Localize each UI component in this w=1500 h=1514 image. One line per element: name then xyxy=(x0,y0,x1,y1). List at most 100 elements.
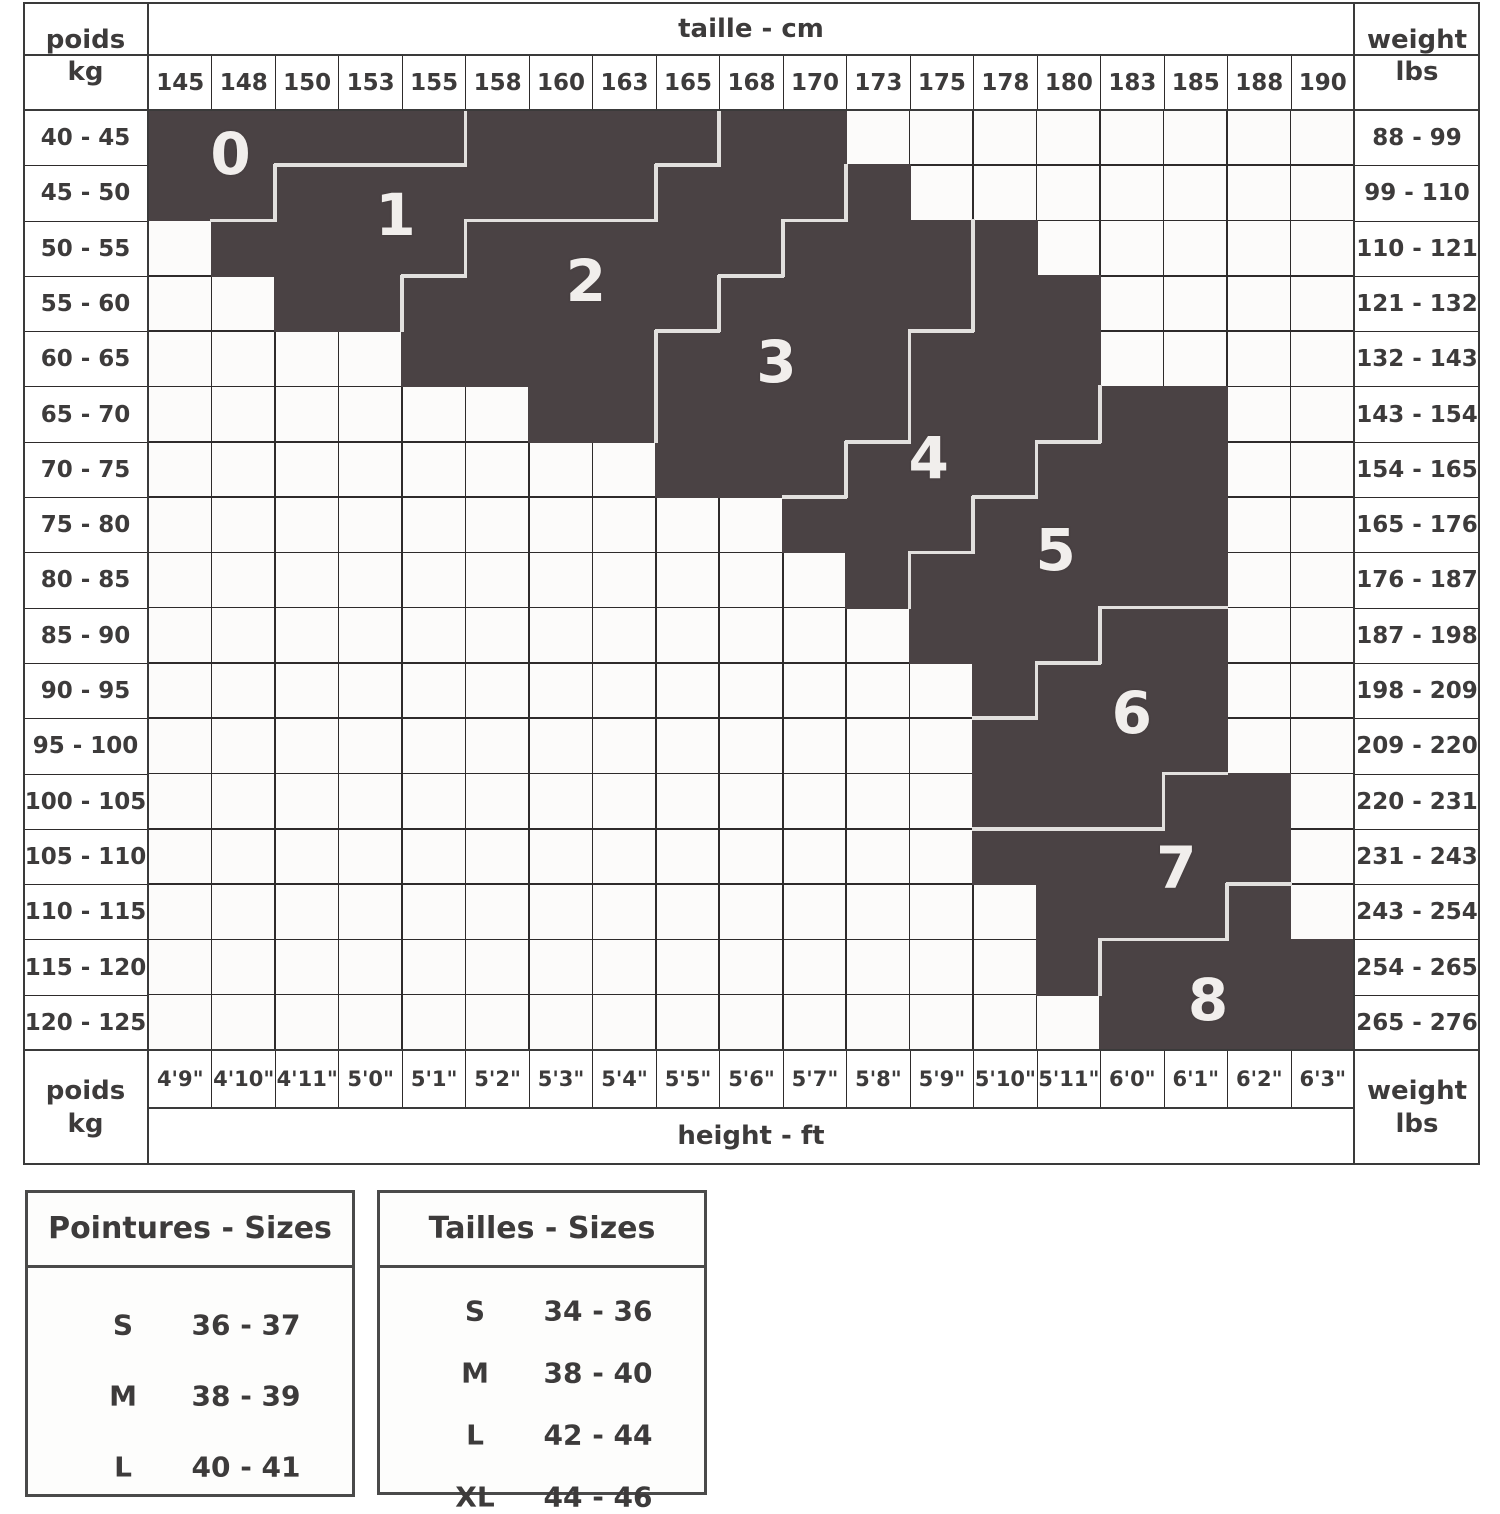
size-region-6 xyxy=(1099,606,1228,664)
lbs-row-label: 143 - 154 xyxy=(1354,386,1480,441)
lbs-row-label: 154 - 165 xyxy=(1354,441,1480,497)
size-separator xyxy=(907,329,912,388)
size-number-label: 3 xyxy=(756,327,797,396)
size-region-3 xyxy=(845,164,911,222)
grid-hline xyxy=(148,938,1354,941)
size-separator xyxy=(273,164,277,222)
ft-header-cell: 4'9" xyxy=(148,1050,212,1108)
cm-header-cell: 188 xyxy=(1227,55,1291,110)
size-separator xyxy=(971,495,975,554)
size-separator xyxy=(1161,772,1166,831)
size-separator xyxy=(1034,661,1039,720)
cm-header-cell: 145 xyxy=(148,55,212,110)
cm-header-cell: 180 xyxy=(1036,55,1101,110)
size-separator xyxy=(400,163,467,168)
size-region-5 xyxy=(908,606,1101,664)
size-region-0 xyxy=(147,109,467,167)
size-separator xyxy=(400,274,404,333)
size-region-4 xyxy=(908,330,1101,388)
size-region-6 xyxy=(972,772,1165,830)
size-separator xyxy=(1035,661,1102,665)
kg-row-label: 70 - 75 xyxy=(23,441,148,497)
kg-row-label: 55 - 60 xyxy=(23,275,148,331)
kg-row-label: 80 - 85 xyxy=(23,552,148,607)
kg-row-label: 115 - 120 xyxy=(23,939,148,994)
lbs-row-label: 187 - 198 xyxy=(1354,607,1480,663)
cm-header-cell: 153 xyxy=(338,55,402,110)
kg-row-label: 65 - 70 xyxy=(23,386,148,441)
size-separator xyxy=(1098,606,1102,665)
poids-label: poids xyxy=(45,24,126,55)
poids-label-bottom: poids xyxy=(45,1076,126,1106)
size-separator xyxy=(971,219,975,278)
kg-row-label: 60 - 65 xyxy=(23,331,148,386)
size-separator xyxy=(1162,771,1229,776)
table-size-value: 38 - 40 xyxy=(543,1356,653,1390)
size-separator xyxy=(717,274,722,333)
size-number-label: 1 xyxy=(375,181,416,250)
lbs-row-label: 88 - 99 xyxy=(1354,110,1480,165)
table-size-value: 44 - 46 xyxy=(543,1480,653,1514)
ft-header-cell: 5'9" xyxy=(909,1050,974,1108)
lbs-row-label: 121 - 132 xyxy=(1354,275,1480,331)
top-right-unit-box: weight lbs xyxy=(1354,2,1480,110)
lbs-row-label: 220 - 231 xyxy=(1354,773,1480,829)
size-region-7 xyxy=(1035,883,1228,941)
cm-header-row: 145 148 150 153 155 158 160 163 165 168 170 173 175 1… xyxy=(148,55,1354,110)
weight-label-bottom: weight xyxy=(1366,1076,1468,1106)
kg-row-label: 40 - 45 xyxy=(23,110,148,165)
kg-label: kg xyxy=(67,57,104,87)
size-separator xyxy=(654,329,721,333)
size-separator xyxy=(844,440,848,499)
kg-label-bottom: kg xyxy=(67,1108,104,1139)
size-region-2 xyxy=(718,109,848,167)
grid-vline xyxy=(147,110,149,1050)
lbs-row-label: 132 - 143 xyxy=(1354,331,1480,386)
cm-header-cell: 185 xyxy=(1163,55,1228,110)
size-region-0 xyxy=(147,164,276,222)
table-size-label: XL xyxy=(455,1480,495,1514)
size-region-7 xyxy=(1035,938,1101,996)
size-separator xyxy=(971,716,1038,721)
size-region-2 xyxy=(464,219,784,277)
size-region-6 xyxy=(1035,662,1228,720)
ft-header-cell: 6'3" xyxy=(1290,1050,1354,1108)
grid-hline xyxy=(148,717,1354,720)
ft-header-cell: 5'0" xyxy=(338,1050,402,1108)
size-separator xyxy=(717,108,722,167)
size-region-7 xyxy=(972,827,1292,886)
grid-vline xyxy=(591,110,594,1050)
ft-header-cell: 4'11" xyxy=(274,1050,339,1108)
grid-vline xyxy=(1353,110,1355,1050)
ft-header-cell: 6'2" xyxy=(1227,1050,1291,1108)
table-title: Pointures - Sizes xyxy=(48,1211,332,1246)
cm-header-cell: 165 xyxy=(655,55,720,110)
lbs-row-label: 176 - 187 xyxy=(1354,552,1480,607)
size-region-2 xyxy=(527,385,657,443)
size-separator xyxy=(781,495,848,499)
ft-header-cell: 5'6" xyxy=(719,1050,783,1108)
size-region-5 xyxy=(1099,385,1228,443)
cm-header-cell: 150 xyxy=(274,55,339,110)
cm-header-cell: 168 xyxy=(719,55,783,110)
lbs-row-label: 231 - 243 xyxy=(1354,828,1480,884)
ft-header-cell: 5'5" xyxy=(655,1050,720,1108)
grid-vline xyxy=(464,110,467,1050)
size-separator xyxy=(908,329,975,333)
size-separator xyxy=(527,218,594,223)
size-separator xyxy=(653,164,658,222)
kg-label-column: 40 - 45 45 - 50 50 - 55 55 - 60 60 - 65 65 - … xyxy=(23,110,148,1050)
size-region-6 xyxy=(972,717,1228,775)
bottom-axis-title: height - ft xyxy=(677,1120,825,1151)
ft-header-cell: 5'1" xyxy=(401,1050,466,1108)
size-separator xyxy=(971,274,975,333)
size-separator xyxy=(1098,938,1102,996)
size-separator xyxy=(1162,605,1229,610)
kg-row-label: 50 - 55 xyxy=(23,220,148,276)
cm-header-cell: 158 xyxy=(465,55,529,110)
lbs-label-bottom: lbs xyxy=(1395,1108,1439,1139)
ft-header-cell: 5'10" xyxy=(973,1050,1037,1108)
top-axis-title: taille - cm xyxy=(678,13,824,44)
size-region-4 xyxy=(845,551,911,609)
table-size-label: S xyxy=(112,1308,134,1342)
